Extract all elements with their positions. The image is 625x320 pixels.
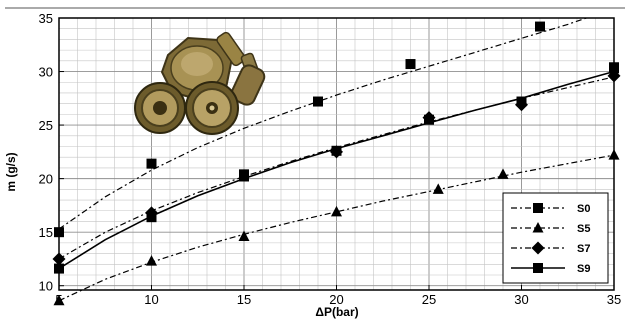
y-tick-label: 35 [39, 11, 53, 26]
legend-marker-s7 [531, 241, 545, 255]
data-point-s5 [146, 255, 157, 266]
data-point-s9 [424, 114, 434, 125]
x-tick-label: 20 [329, 292, 343, 307]
data-point-s9 [146, 212, 157, 223]
legend-marker-s0 [533, 203, 543, 213]
y-tick-label: 30 [39, 65, 53, 80]
legend-marker-s5 [532, 222, 544, 233]
data-point-s5 [53, 294, 65, 306]
x-tick-label: 30 [514, 292, 528, 307]
y-tick-label: 25 [39, 118, 53, 133]
data-point-s0 [405, 59, 416, 70]
x-axis-label: ΔP(bar) [315, 305, 358, 319]
data-point-s9 [516, 96, 527, 107]
data-point-s5 [238, 230, 250, 241]
legend-label-s5: S5 [577, 223, 590, 235]
x-tick-label: 10 [144, 292, 158, 307]
data-point-s0 [146, 158, 157, 169]
nozzle-photo [134, 31, 266, 135]
series-line-s0 [58, 17, 587, 230]
legend-label-s7: S7 [577, 243, 590, 255]
legend: S0 S5 S7 S9 [502, 192, 609, 284]
legend-label-s0: S0 [577, 203, 590, 215]
data-point-s9 [239, 171, 249, 182]
data-point-s0 [313, 96, 323, 107]
legend-marker-s9 [533, 263, 543, 273]
data-point-s5 [432, 183, 444, 194]
x-tick-label: 25 [422, 292, 436, 307]
y-tick-label: 10 [39, 279, 53, 294]
x-tick-label: 5 [55, 292, 62, 307]
data-point-s5 [331, 205, 342, 217]
x-tick-label: 35 [607, 292, 621, 307]
data-point-s5 [497, 168, 509, 179]
legend-box [502, 192, 609, 284]
y-tick-label: 15 [39, 225, 53, 240]
legend-label-s9: S9 [577, 263, 590, 275]
x-tick-label: 15 [237, 292, 251, 307]
y-axis-label: m (g/s) [4, 152, 18, 191]
y-tick-label: 20 [39, 172, 53, 187]
data-point-s9 [331, 145, 342, 156]
data-point-s0 [535, 21, 545, 32]
